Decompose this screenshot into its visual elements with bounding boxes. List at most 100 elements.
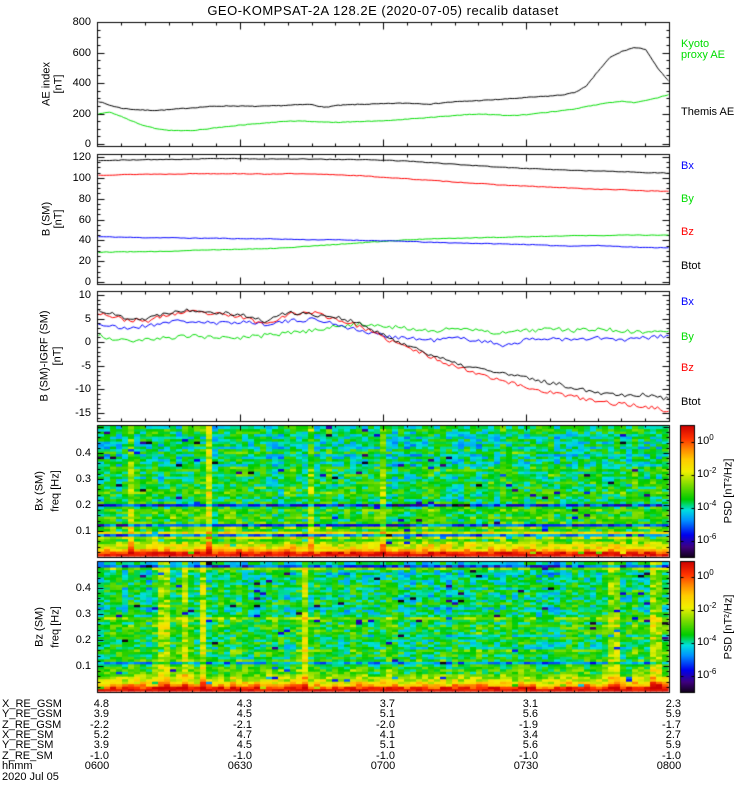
axis-ylabel: Bz (SM) <box>33 607 46 647</box>
colorbar-tick-label: 100 <box>697 433 714 447</box>
y-tick-label: 80 <box>78 193 91 205</box>
ephemeris-value: 5.9 <box>665 739 681 751</box>
ephemeris-value: -1.0 <box>662 750 681 762</box>
colorbar-axis-label: PSD [nT²/Hz] <box>722 458 735 524</box>
time-tick-label: 0700 <box>370 760 396 772</box>
freq-tick-label: 0.1 <box>75 660 91 672</box>
axis-ylabel: freq [Hz] <box>49 470 62 512</box>
colorbar-tick-exponent: -6 <box>709 667 717 676</box>
ephemeris-value: 4.5 <box>236 708 252 720</box>
y-tick-label: 20 <box>78 255 91 267</box>
ephemeris-value: 5.6 <box>522 708 538 720</box>
ephemeris-value: 4.8 <box>93 698 109 710</box>
colorbar-axis-label: PSD [nT²/Hz] <box>722 594 735 660</box>
freq-tick-label: 0.2 <box>75 499 91 511</box>
ephemeris-value: 5.1 <box>379 739 395 751</box>
legend-label: Bz <box>681 226 694 238</box>
ephemeris-row-label: Y_RE_GSM <box>2 708 62 720</box>
y-tick-label: 400 <box>72 77 91 89</box>
y-tick-label: 120 <box>72 151 91 163</box>
legend-label: Bx <box>681 160 694 172</box>
y-tick-label: -10 <box>75 383 91 395</box>
ephemeris-row-label: Z_RE_SM <box>2 750 53 762</box>
freq-tick-label: 0.1 <box>75 525 91 537</box>
time-tick-label: 0600 <box>84 760 110 772</box>
y-tick-label: 800 <box>72 16 91 28</box>
ephemeris-value: 4.3 <box>236 698 252 710</box>
colorbar-tick-label: 10-4 <box>697 499 717 513</box>
ephemeris-value: 4.7 <box>236 729 252 741</box>
ephemeris-value: -1.0 <box>233 750 252 762</box>
ephemeris-row-label: Z_RE_GSM <box>2 719 62 731</box>
colorbar-tick-exponent: -4 <box>709 634 717 643</box>
ephemeris-value: 4.1 <box>379 729 395 741</box>
colorbar-tick-exponent: 0 <box>709 568 714 577</box>
y-tick-label: -15 <box>75 407 91 419</box>
freq-tick-label: 0.2 <box>75 634 91 646</box>
legend-label: By <box>681 193 694 205</box>
y-tick-label: 10 <box>78 289 91 301</box>
freq-tick-label: 0.3 <box>75 473 91 485</box>
ephemeris-value: -1.0 <box>90 750 109 762</box>
axis-ylabel: [nT] <box>52 74 65 94</box>
colorbar-tick-exponent: -2 <box>709 601 717 610</box>
ephemeris-value: 3.9 <box>93 739 109 751</box>
axis-ylabel: B (SM) <box>40 201 53 237</box>
legend-label: Bz <box>681 362 694 374</box>
legend-label: Bx <box>681 296 694 308</box>
colorbar-tick-exponent: -6 <box>709 532 717 541</box>
freq-tick-label: 0.4 <box>75 582 91 594</box>
ephemeris-value: 3.1 <box>522 698 538 710</box>
ephemeris-value: -2.0 <box>376 719 395 731</box>
ephemeris-value: 5.1 <box>379 708 395 720</box>
ephemeris-row-label: Y_RE_SM <box>2 739 54 751</box>
ephemeris-value: -2.1 <box>233 719 252 731</box>
ephemeris-value: -1.0 <box>376 750 395 762</box>
colorbar-tick-label: 10-4 <box>697 634 717 648</box>
ephemeris-value: 3.7 <box>379 698 395 710</box>
time-tick-label: 0730 <box>513 760 539 772</box>
ephemeris-row-label: X_RE_GSM <box>2 698 62 710</box>
ephemeris-value: -1.7 <box>662 719 681 731</box>
y-tick-label: 200 <box>72 108 91 120</box>
axis-ylabel: B (SM)-IGRF (SM) <box>38 310 51 402</box>
ephemeris-value: -2.2 <box>90 719 109 731</box>
y-tick-label: 0 <box>84 138 91 150</box>
colorbar-tick-label: 10-2 <box>697 466 717 480</box>
date-label: 2020 Jul 05 <box>2 771 59 783</box>
axis-ylabel: freq [Hz] <box>49 606 62 648</box>
freq-tick-label: 0.3 <box>75 608 91 620</box>
y-tick-label: 40 <box>78 234 91 246</box>
axis-ylabel: Bx (SM) <box>33 471 46 511</box>
y-tick-label: 0 <box>84 276 91 288</box>
legend-label: Btot <box>681 396 701 408</box>
colorbar-tick-label: 10-6 <box>697 532 717 546</box>
ephemeris-value: 2.3 <box>665 698 681 710</box>
y-tick-label: 60 <box>78 214 91 226</box>
ephemeris-value: 3.4 <box>522 729 538 741</box>
y-tick-label: 0 <box>84 336 91 348</box>
ephemeris-value: 5.6 <box>522 739 538 751</box>
colorbar-tick-label: 100 <box>697 568 714 582</box>
ephemeris-value: 5.9 <box>665 708 681 720</box>
plot-title: GEO-KOMPSAT-2A 128.2E (2020-07-05) recal… <box>207 3 559 18</box>
y-tick-label: -5 <box>81 360 91 372</box>
colorbar-tick-exponent: -2 <box>709 466 717 475</box>
legend-label: Themis AE <box>681 106 735 118</box>
legend-label: By <box>681 331 694 343</box>
ephemeris-value: 3.9 <box>93 708 109 720</box>
ephemeris-value: 2.7 <box>665 729 681 741</box>
colorbar-tick-exponent: -4 <box>709 499 717 508</box>
colorbar-tick-exponent: 0 <box>709 433 714 442</box>
colorbar-tick-label: 10-6 <box>697 667 717 681</box>
freq-tick-label: 0.4 <box>75 447 91 459</box>
axis-ylabel: [nT] <box>52 209 65 229</box>
axis-ylabel: [nT] <box>51 346 64 366</box>
y-tick-label: 100 <box>72 172 91 184</box>
ephemeris-value: 5.2 <box>93 729 109 741</box>
y-tick-label: 5 <box>84 313 91 325</box>
axis-ylabel: AE index <box>40 61 53 107</box>
ephemeris-row-label: X_RE_SM <box>2 729 54 741</box>
